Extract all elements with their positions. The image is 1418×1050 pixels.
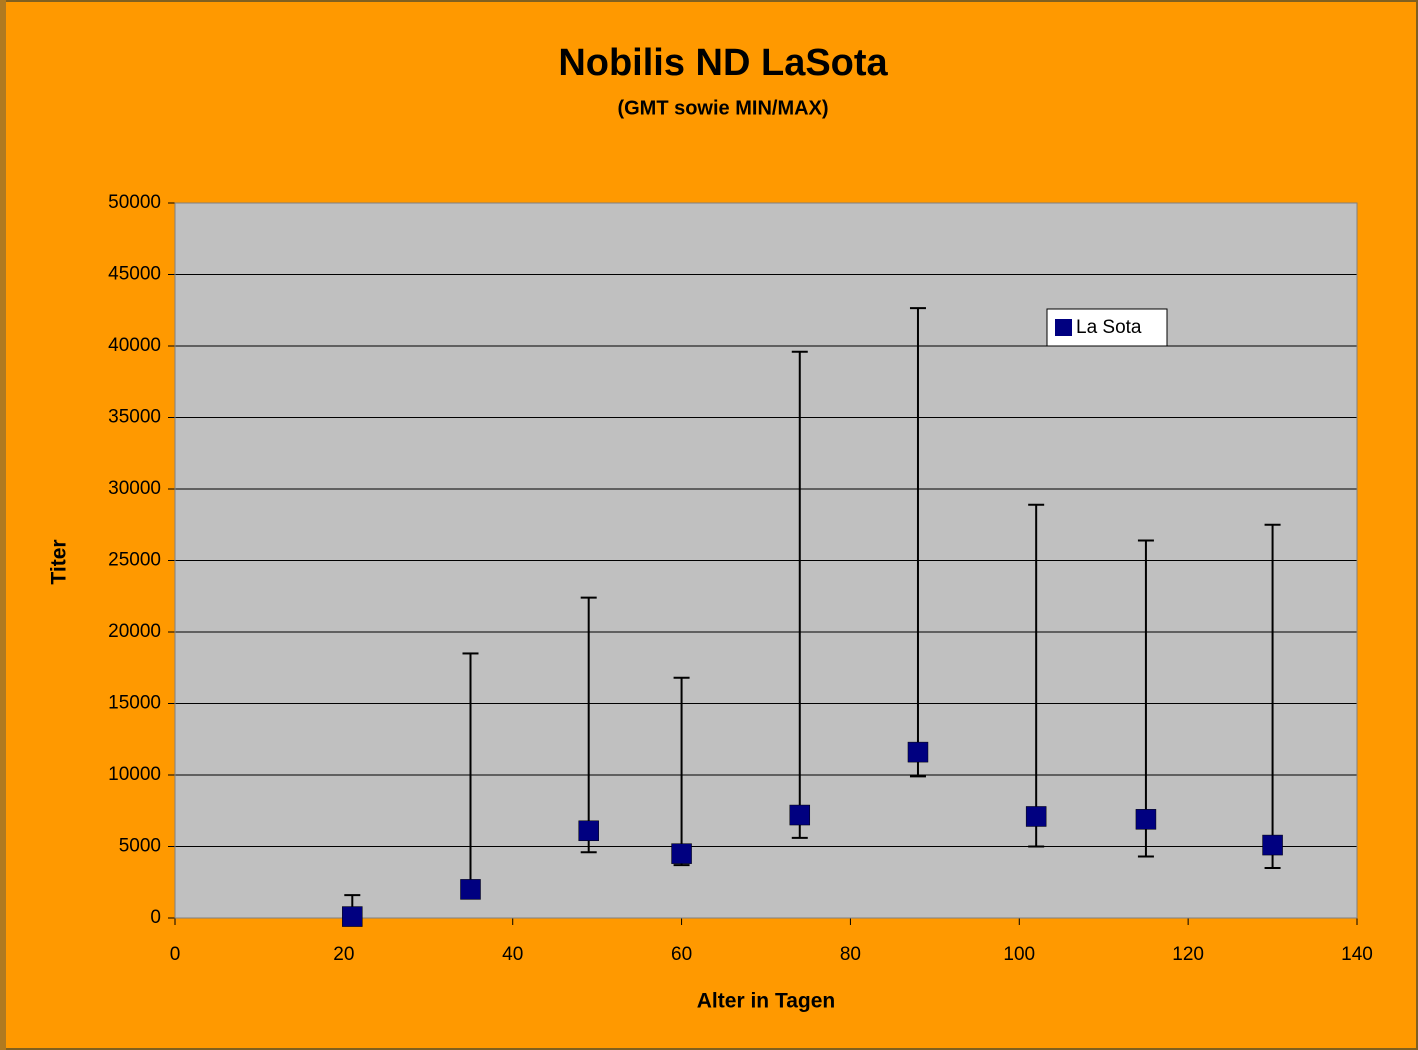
y-tick-label: 30000 [108,478,161,499]
y-tick-label: 25000 [108,550,161,571]
y-tick-label: 50000 [108,192,161,213]
plot-border [174,202,1358,919]
y-tick-label: 45000 [108,264,161,285]
x-tick-label: 60 [671,944,692,965]
marker [1262,834,1283,856]
y-tick-label: 40000 [108,335,161,356]
y-tick-label: 20000 [108,621,161,642]
x-tick-label: 140 [1341,944,1373,965]
legend-swatch [1055,319,1072,336]
x-tick-label: 100 [1003,944,1035,965]
left-edge [0,0,6,1050]
marker [1025,806,1047,827]
x-tick-label: 80 [840,944,861,965]
x-axis-label: Alter in Tagen [697,990,835,1013]
x-tick-label: 120 [1172,944,1204,965]
x-tick-label: 0 [170,944,181,965]
chart-subtitle: (GMT sowie MIN/MAX) [617,97,828,119]
marker [1135,809,1157,830]
y-tick-label: 5000 [119,836,161,857]
y-tick-label: 35000 [108,407,161,428]
chart-title: Nobilis ND LaSota [558,42,888,84]
y-tick-label: 10000 [108,764,161,785]
marker [671,843,692,864]
x-tick-label: 40 [502,944,523,965]
x-tick-label: 20 [333,944,354,965]
marker [907,741,929,763]
legend-label: La Sota [1076,317,1142,338]
marker [460,879,481,900]
marker [578,820,599,842]
y-axis-label: Titer [48,539,71,584]
y-tick-label: 0 [150,907,161,928]
y-tick-label: 15000 [108,693,161,714]
marker [789,804,811,826]
marker [342,906,363,927]
